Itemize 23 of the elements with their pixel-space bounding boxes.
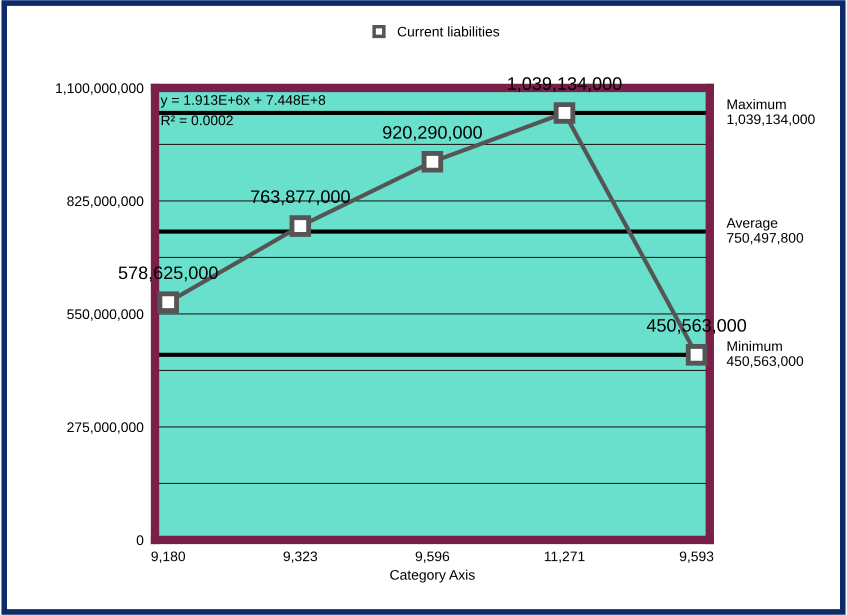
x-tick-label: 9,323: [284, 551, 318, 563]
y-tick-label: 275,000,000: [67, 422, 144, 434]
point: [554, 102, 576, 124]
x-tick-label: 9,180: [151, 551, 186, 563]
y-tick-label: 0: [136, 535, 144, 546]
y-tick-label: 550,000,000: [67, 309, 144, 321]
point: [290, 215, 312, 237]
x-tick-label: 9,596: [416, 551, 450, 563]
annotation: y = 1.913E+6x + 7.448E+8: [160, 95, 326, 108]
point: [422, 151, 444, 173]
annotation: R² = 0.0002: [162, 115, 233, 126]
x-tick-label: 9,593: [680, 551, 714, 563]
point: [686, 344, 708, 366]
ref-line-label: Maximum 1,039,134,000: [728, 99, 815, 126]
data-label: 920,290,000: [383, 126, 482, 141]
ref-line-label: Minimum 450,563,000: [726, 340, 804, 368]
ref-line-label: Average 750,497,800: [726, 218, 804, 244]
x-tick-label: 11,271: [544, 551, 585, 563]
legend-label: Current liabilities: [398, 26, 500, 37]
point: [157, 291, 179, 313]
x-axis-title: Category Axis: [390, 570, 475, 583]
y-tick-label: 825,000,000: [67, 196, 144, 208]
y-tick-label: 1,100,000,000: [56, 83, 144, 95]
